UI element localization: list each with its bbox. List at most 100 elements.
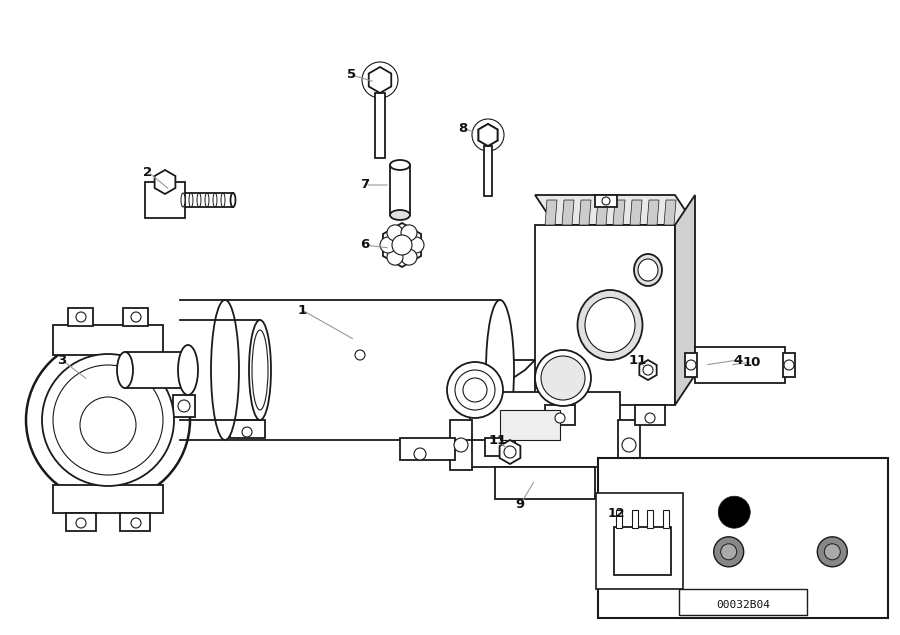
Circle shape — [645, 413, 655, 423]
Circle shape — [242, 427, 252, 437]
Circle shape — [387, 225, 403, 241]
Polygon shape — [545, 200, 557, 225]
Bar — [695, 347, 785, 383]
Polygon shape — [688, 478, 873, 568]
Bar — [616, 510, 622, 528]
Text: 5: 5 — [347, 69, 356, 81]
Circle shape — [131, 312, 141, 322]
Bar — [545, 405, 575, 425]
Circle shape — [380, 237, 396, 253]
Text: 11: 11 — [489, 434, 507, 446]
Bar — [68, 308, 93, 326]
Circle shape — [541, 356, 585, 400]
Circle shape — [42, 354, 174, 486]
Text: 12: 12 — [608, 507, 626, 520]
Ellipse shape — [178, 345, 198, 395]
Text: 8: 8 — [458, 121, 468, 135]
Ellipse shape — [230, 193, 236, 207]
Ellipse shape — [221, 193, 225, 207]
Polygon shape — [535, 225, 675, 405]
Ellipse shape — [249, 320, 271, 420]
Bar — [145, 182, 185, 218]
Bar — [598, 458, 888, 618]
Circle shape — [401, 225, 417, 241]
Polygon shape — [596, 200, 608, 225]
Bar — [635, 405, 665, 425]
Ellipse shape — [390, 210, 410, 220]
Bar — [173, 395, 195, 417]
Ellipse shape — [211, 300, 239, 440]
Circle shape — [447, 362, 503, 418]
Bar — [125, 352, 183, 388]
Bar — [123, 308, 148, 326]
Polygon shape — [613, 200, 625, 225]
Polygon shape — [479, 124, 498, 146]
Circle shape — [602, 197, 610, 205]
Ellipse shape — [638, 259, 658, 281]
Circle shape — [721, 544, 737, 560]
Bar — [53, 485, 163, 513]
Ellipse shape — [390, 160, 410, 170]
Bar — [66, 513, 96, 531]
Bar — [618, 420, 640, 470]
Polygon shape — [480, 360, 535, 400]
Ellipse shape — [585, 298, 635, 352]
Polygon shape — [369, 67, 392, 93]
Text: 1: 1 — [297, 304, 307, 316]
Text: 9: 9 — [516, 498, 525, 512]
Polygon shape — [155, 170, 176, 194]
Circle shape — [401, 249, 417, 265]
Text: 00032B04: 00032B04 — [716, 600, 770, 610]
Bar — [400, 438, 455, 460]
Ellipse shape — [189, 193, 193, 207]
Circle shape — [555, 413, 565, 423]
Text: 4: 4 — [734, 354, 742, 366]
Bar — [495, 467, 595, 499]
Circle shape — [414, 448, 426, 460]
Bar — [485, 438, 515, 456]
Bar — [632, 510, 638, 528]
Polygon shape — [639, 360, 657, 380]
Text: 6: 6 — [360, 239, 370, 251]
Bar — [180, 300, 500, 440]
Circle shape — [408, 237, 424, 253]
Circle shape — [26, 338, 190, 502]
Circle shape — [714, 537, 743, 567]
Circle shape — [53, 365, 163, 475]
Circle shape — [455, 370, 495, 410]
Circle shape — [80, 397, 136, 453]
Polygon shape — [500, 440, 520, 464]
Circle shape — [178, 400, 190, 412]
Bar — [500, 410, 560, 440]
Circle shape — [131, 518, 141, 528]
Bar — [390, 165, 410, 215]
Text: 2: 2 — [143, 166, 153, 178]
Polygon shape — [562, 200, 574, 225]
Polygon shape — [664, 200, 676, 225]
Text: 11: 11 — [629, 354, 647, 366]
Text: 3: 3 — [58, 354, 67, 366]
Ellipse shape — [181, 193, 185, 207]
Ellipse shape — [197, 193, 201, 207]
Circle shape — [392, 235, 412, 255]
Polygon shape — [382, 223, 421, 267]
Ellipse shape — [213, 193, 217, 207]
Circle shape — [643, 365, 653, 375]
Polygon shape — [630, 200, 642, 225]
Circle shape — [355, 350, 365, 360]
Circle shape — [387, 249, 403, 265]
Circle shape — [718, 496, 751, 528]
Ellipse shape — [634, 254, 662, 286]
Ellipse shape — [205, 193, 209, 207]
Polygon shape — [675, 195, 695, 405]
Polygon shape — [647, 200, 659, 225]
Ellipse shape — [486, 300, 514, 440]
Circle shape — [472, 119, 504, 151]
Polygon shape — [479, 124, 498, 146]
Circle shape — [504, 446, 516, 458]
Bar — [53, 325, 163, 355]
Bar — [470, 392, 620, 467]
Bar — [783, 353, 795, 377]
Circle shape — [76, 518, 86, 528]
Bar — [663, 510, 669, 528]
